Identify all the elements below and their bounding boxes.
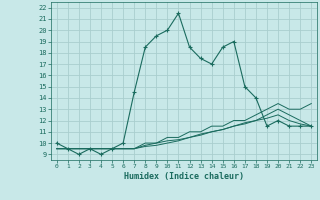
X-axis label: Humidex (Indice chaleur): Humidex (Indice chaleur) xyxy=(124,172,244,181)
